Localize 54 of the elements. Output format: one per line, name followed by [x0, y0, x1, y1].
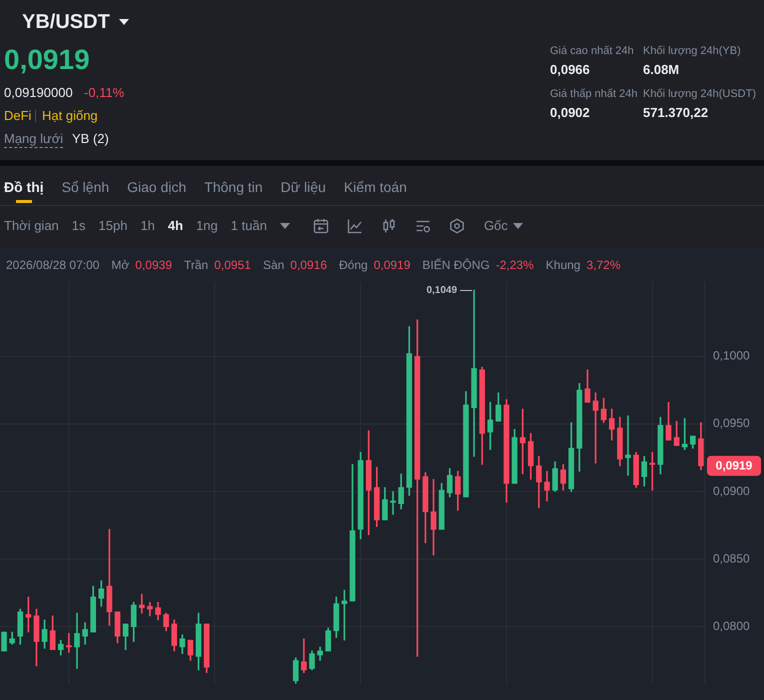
text: 1 tuần: [230, 218, 267, 234]
text: YB (2): [72, 131, 109, 147]
y-tick-label: 0,0950: [713, 416, 750, 430]
text: Giá cao nhất 24h: [550, 45, 634, 58]
candlestick: [471, 290, 477, 457]
text: 0,09190000: [4, 85, 73, 101]
text: -0,11%: [84, 85, 124, 101]
text: Trần: [184, 258, 208, 272]
chart-title: YB/USDT: [22, 10, 110, 34]
text: Mở: [111, 258, 130, 272]
text: 0,0939: [135, 258, 172, 272]
text: 4h: [168, 218, 184, 234]
text: Khối lượng 24h(USDT): [643, 88, 756, 102]
text: 0,0919: [4, 43, 90, 77]
text: 15ph: [98, 218, 128, 234]
text: Dữ liệu: [280, 179, 326, 195]
y-tick-label: 0,1000: [713, 348, 750, 363]
text: 0,0919: [716, 458, 753, 473]
text: Đồ thị: [4, 179, 44, 195]
text: Thông tin: [204, 179, 263, 195]
text: Khối lượng 24h(YB): [643, 45, 741, 58]
candlestick: [390, 491, 396, 515]
text: 0,0916: [290, 258, 327, 272]
text: -2,23%: [496, 258, 534, 272]
text: 0,0902: [550, 105, 590, 121]
text: 1h: [140, 218, 155, 234]
text: 0,0919: [374, 258, 410, 272]
text: Sàn: [262, 258, 284, 272]
text: Hạt giống: [42, 108, 98, 124]
text: BIẾN ĐỘNG: [422, 258, 490, 272]
candlestick: [625, 415, 631, 476]
text: Thời gian: [4, 218, 59, 234]
y-tick-label: 0,0800: [713, 618, 750, 633]
text: Kiểm toán: [344, 179, 407, 195]
y-tick-label: 0,0900: [713, 484, 750, 498]
text: Giá thấp nhất 24h: [550, 88, 638, 102]
text: Giao dịch: [127, 179, 186, 195]
text: Khung: [546, 258, 580, 272]
text: 2026/08/28 07:00: [6, 258, 100, 272]
text: DeFi: [4, 108, 32, 124]
text: Đóng: [339, 258, 368, 272]
text: Gốc: [484, 218, 508, 234]
text: Sổ lệnh: [62, 179, 110, 195]
text: 6.08M: [643, 62, 680, 78]
y-tick-label: 0,0850: [713, 551, 750, 566]
candlestick: [430, 479, 436, 556]
text: 571.370,22: [643, 105, 708, 121]
text: Mạng lưới: [4, 131, 64, 148]
text: 0,0966: [550, 62, 590, 78]
text: 0,0951: [214, 258, 251, 272]
text: 1ng: [196, 218, 218, 234]
text: 1s: [72, 218, 86, 234]
annotation: 0,1049: [426, 284, 458, 296]
text: 3,72%: [586, 258, 620, 272]
